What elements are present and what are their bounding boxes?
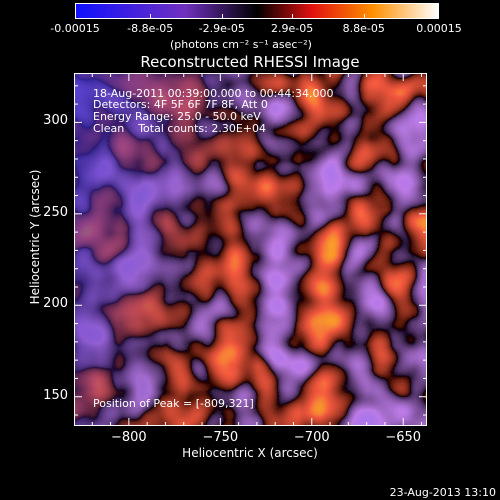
image-plot — [74, 73, 427, 426]
colorbar-tick-label: -2.9e-05 — [198, 22, 245, 35]
colorbar-units: (photons cm⁻² s⁻¹ asec⁻²) — [170, 38, 312, 51]
info-line-energy: Energy Range: 25.0 - 50.0 keV — [93, 110, 261, 123]
y-tick-label: 250 — [43, 204, 68, 220]
y-tick-label: 300 — [43, 113, 68, 129]
colorbar-tick — [292, 14, 294, 19]
colorbar — [75, 3, 439, 19]
colorbar-tick-label: 0.00015 — [416, 22, 462, 35]
colorbar-tick-label: -0.00015 — [50, 22, 100, 35]
colorbar-tick-label: 2.9e-05 — [271, 22, 314, 35]
y-tick-label: 200 — [43, 296, 68, 312]
colorbar-tick-label: -8.8e-05 — [127, 22, 174, 35]
y-tick-label: 150 — [43, 387, 68, 403]
chart-title: Reconstructed RHESSI Image — [140, 53, 360, 71]
colorbar-tick — [150, 14, 152, 19]
info-line-clean: Clean Total counts: 2.30E+04 — [93, 122, 267, 135]
x-axis-label: Heliocentric X (arcsec) — [182, 446, 318, 460]
peak-position-text: Position of Peak = [-809,321] — [93, 397, 254, 410]
colorbar-tick — [363, 14, 365, 19]
colorbar-tick — [438, 14, 439, 19]
info-line-detectors: Detectors: 4F 5F 6F 7F 8F, Att 0 — [93, 98, 268, 111]
x-tick-label: −750 — [202, 430, 239, 445]
colorbar-tick — [221, 14, 223, 19]
colorbar-tick-label: 8.8e-05 — [342, 22, 385, 35]
x-tick-label: −700 — [293, 430, 330, 445]
colorbar-tick — [75, 14, 76, 19]
info-line-time: 18-Aug-2011 00:39:00.000 to 00:44:34.000 — [93, 87, 334, 100]
x-tick-label: −800 — [111, 430, 147, 445]
x-tick-label: −650 — [385, 430, 422, 445]
y-axis-label: Heliocentric Y (arcsec) — [28, 169, 42, 305]
timestamp: 23-Aug-2013 13:10 — [389, 486, 496, 499]
